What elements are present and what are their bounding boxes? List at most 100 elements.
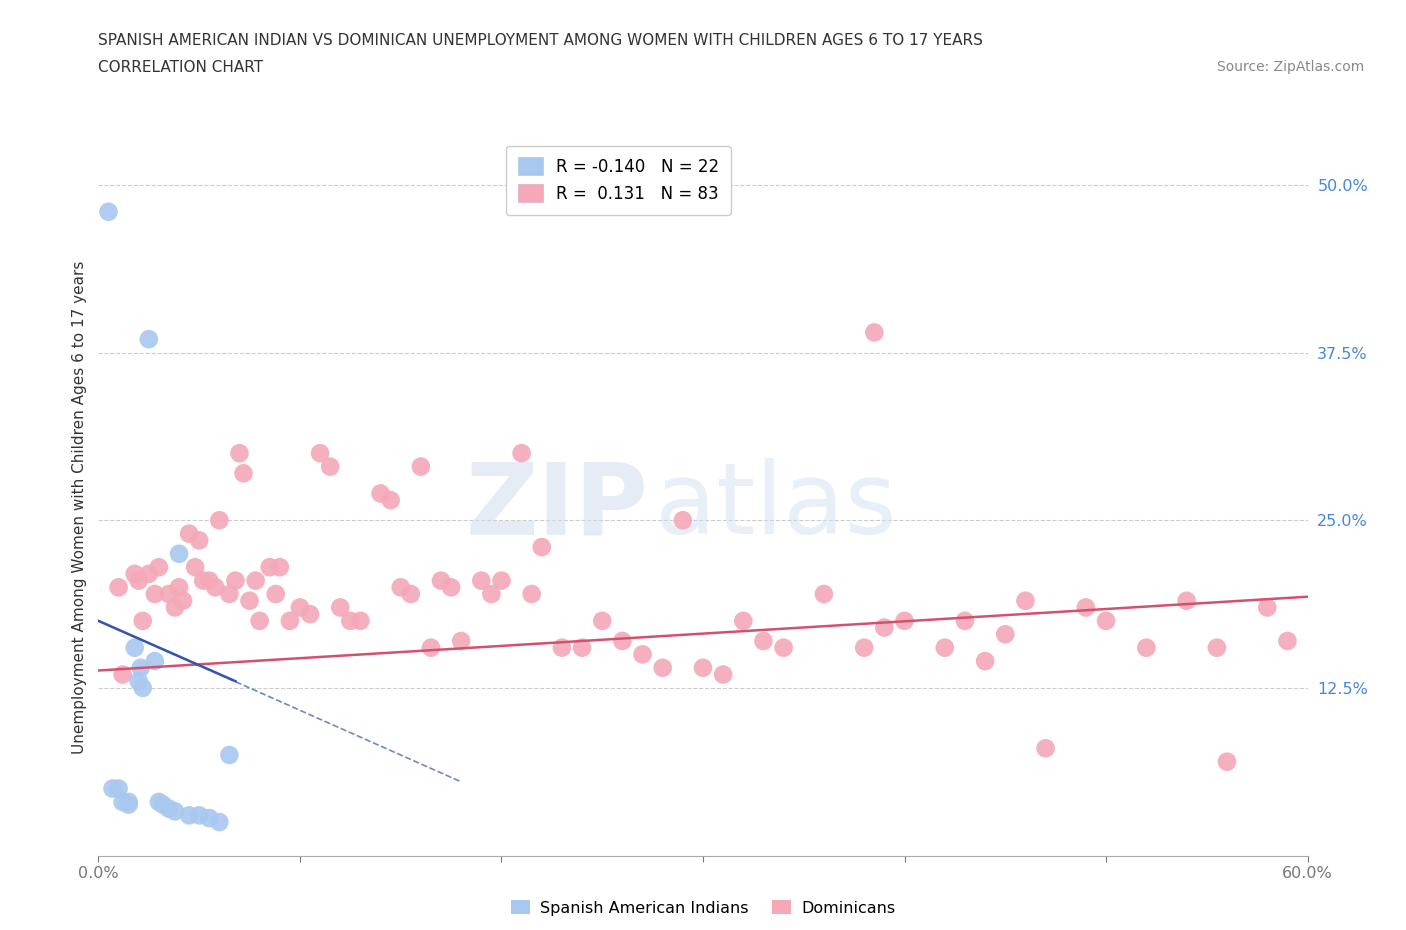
Point xyxy=(124,566,146,581)
Point xyxy=(172,593,194,608)
Point xyxy=(1035,741,1057,756)
Point xyxy=(631,647,654,662)
Point xyxy=(380,493,402,508)
Point xyxy=(167,546,190,561)
Point xyxy=(863,326,886,340)
Point xyxy=(399,587,422,602)
Point xyxy=(264,587,287,602)
Legend: R = -0.140   N = 22, R =  0.131   N = 83: R = -0.140 N = 22, R = 0.131 N = 83 xyxy=(506,145,731,215)
Point xyxy=(309,445,332,460)
Point xyxy=(853,640,876,655)
Text: SPANISH AMERICAN INDIAN VS DOMINICAN UNEMPLOYMENT AMONG WOMEN WITH CHILDREN AGES: SPANISH AMERICAN INDIAN VS DOMINICAN UNE… xyxy=(98,33,983,47)
Point xyxy=(124,640,146,655)
Point xyxy=(481,587,503,602)
Point xyxy=(157,802,180,817)
Point xyxy=(228,445,250,460)
Point xyxy=(132,614,155,629)
Point xyxy=(152,797,174,812)
Point xyxy=(97,205,120,219)
Text: CORRELATION CHART: CORRELATION CHART xyxy=(98,60,263,75)
Point xyxy=(772,640,794,655)
Point xyxy=(1216,754,1239,769)
Point xyxy=(551,640,574,655)
Point xyxy=(873,620,896,635)
Point xyxy=(934,640,956,655)
Point xyxy=(138,332,160,347)
Point xyxy=(1074,600,1097,615)
Point xyxy=(101,781,124,796)
Point xyxy=(193,573,215,588)
Point xyxy=(148,794,170,809)
Point xyxy=(974,654,997,669)
Point xyxy=(249,614,271,629)
Text: Source: ZipAtlas.com: Source: ZipAtlas.com xyxy=(1216,60,1364,74)
Point xyxy=(530,539,553,554)
Point xyxy=(188,533,211,548)
Point xyxy=(339,614,361,629)
Point xyxy=(591,614,613,629)
Point xyxy=(218,748,240,763)
Point xyxy=(1256,600,1278,615)
Point xyxy=(128,573,150,588)
Point xyxy=(184,560,207,575)
Point xyxy=(208,815,231,830)
Point xyxy=(813,587,835,602)
Point xyxy=(118,797,141,812)
Point xyxy=(994,627,1017,642)
Point xyxy=(129,660,152,675)
Point xyxy=(278,614,301,629)
Point xyxy=(148,560,170,575)
Point xyxy=(179,526,201,541)
Point xyxy=(893,614,915,629)
Point xyxy=(163,600,186,615)
Point xyxy=(239,593,262,608)
Point xyxy=(510,445,533,460)
Point xyxy=(111,794,134,809)
Point xyxy=(198,811,221,826)
Point xyxy=(1135,640,1157,655)
Point xyxy=(208,512,231,527)
Point xyxy=(491,573,513,588)
Point xyxy=(370,486,392,501)
Point xyxy=(1277,633,1299,648)
Point xyxy=(204,580,226,595)
Point xyxy=(269,560,291,575)
Point xyxy=(1206,640,1229,655)
Point xyxy=(1175,593,1198,608)
Point xyxy=(389,580,412,595)
Point xyxy=(953,614,976,629)
Point xyxy=(232,466,254,481)
Point xyxy=(288,600,311,615)
Point xyxy=(440,580,463,595)
Point xyxy=(430,573,453,588)
Point xyxy=(143,587,166,602)
Point xyxy=(1095,614,1118,629)
Text: atlas: atlas xyxy=(655,458,896,555)
Point xyxy=(167,580,190,595)
Point xyxy=(143,654,166,669)
Point xyxy=(612,633,634,648)
Point xyxy=(132,681,155,696)
Point xyxy=(711,667,734,682)
Point xyxy=(218,587,240,602)
Text: ZIP: ZIP xyxy=(465,458,648,555)
Point xyxy=(349,614,371,629)
Point xyxy=(409,459,432,474)
Point xyxy=(651,660,673,675)
Point xyxy=(470,573,492,588)
Point xyxy=(224,573,246,588)
Point xyxy=(259,560,281,575)
Point xyxy=(138,566,160,581)
Point xyxy=(520,587,543,602)
Point xyxy=(188,808,211,823)
Point xyxy=(571,640,593,655)
Point xyxy=(1014,593,1036,608)
Point xyxy=(198,573,221,588)
Point xyxy=(157,587,180,602)
Point xyxy=(329,600,352,615)
Point xyxy=(111,667,134,682)
Point xyxy=(672,512,695,527)
Point xyxy=(420,640,443,655)
Legend: Spanish American Indians, Dominicans: Spanish American Indians, Dominicans xyxy=(505,894,901,922)
Point xyxy=(450,633,472,648)
